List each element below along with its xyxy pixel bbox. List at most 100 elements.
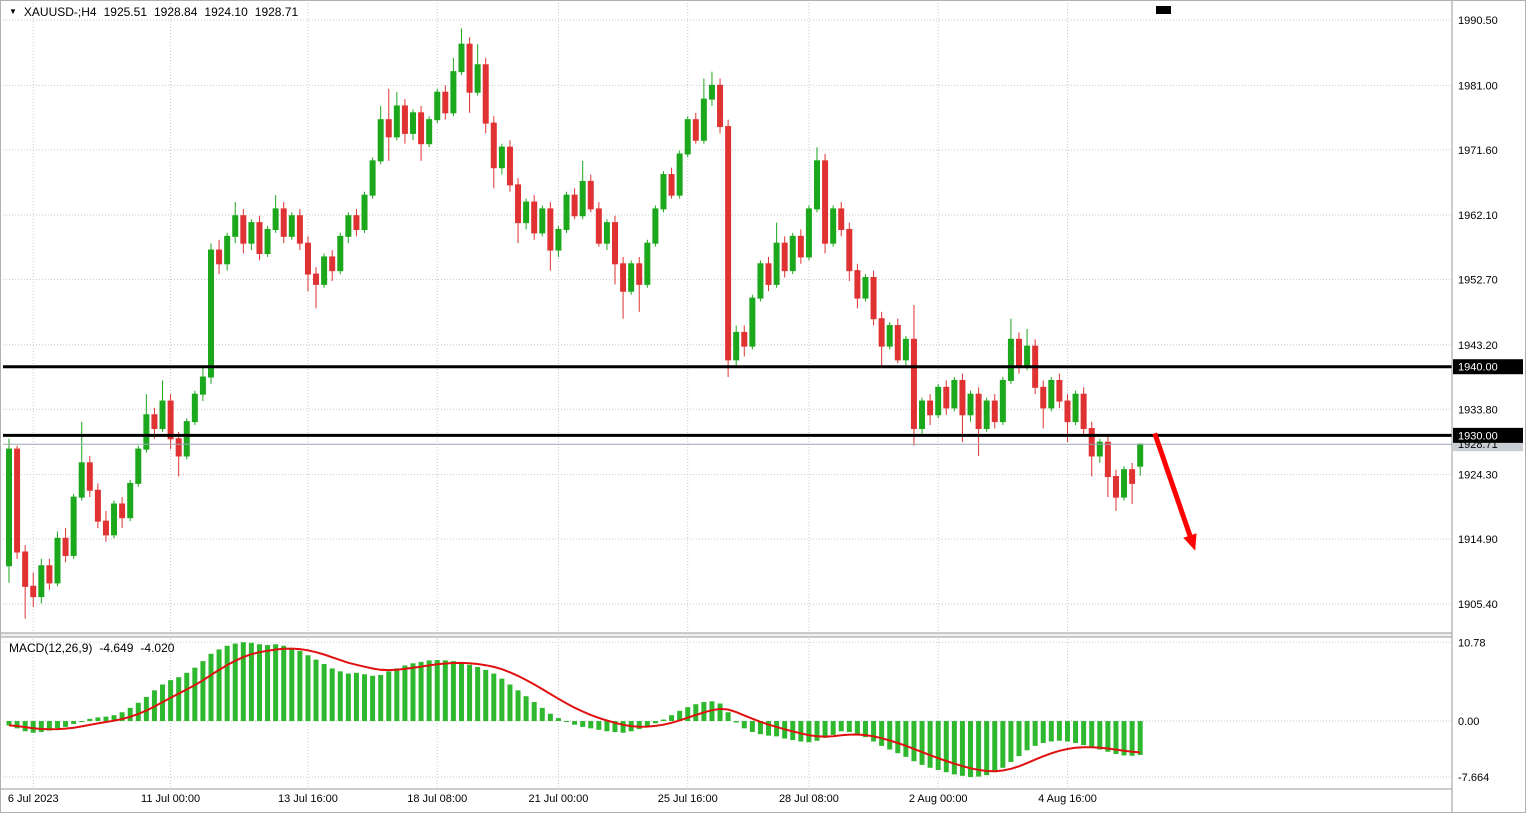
macd-histogram-bar — [652, 721, 658, 724]
macd-histogram-bar — [483, 669, 489, 722]
price-axis-label[interactable]: 1981.00 — [1458, 80, 1498, 92]
macd-histogram-bar — [386, 671, 392, 722]
macd-histogram-bar — [717, 703, 723, 722]
macd-axis-label[interactable]: 10.78 — [1458, 637, 1486, 649]
date-axis-label[interactable]: 11 Jul 00:00 — [141, 793, 200, 805]
macd-histogram-bar — [410, 663, 416, 722]
macd-histogram-bar — [895, 721, 901, 754]
date-axis-label[interactable]: 25 Jul 16:00 — [658, 793, 718, 805]
date-axis-label[interactable]: 2 Aug 00:00 — [909, 793, 968, 805]
candle-bullish — [199, 376, 206, 395]
candle-bullish — [773, 242, 780, 285]
macd-histogram-bar — [669, 715, 675, 722]
candle-bearish — [313, 273, 320, 285]
candle-bearish — [22, 551, 29, 587]
macd-histogram-bar — [321, 664, 327, 722]
price-axis-label[interactable]: 1914.90 — [1458, 534, 1498, 546]
candle-bullish — [814, 160, 820, 210]
candle-bullish — [321, 256, 328, 285]
macd-histogram-bar — [208, 653, 214, 722]
candle-bearish — [482, 64, 489, 124]
candle-bearish — [30, 585, 37, 598]
macd-histogram-bar — [531, 702, 537, 722]
macd-histogram-bar — [143, 696, 149, 722]
date-axis-label[interactable]: 6 Jul 2023 — [8, 793, 59, 805]
candle-bearish — [612, 222, 618, 265]
candle-bearish — [62, 537, 69, 556]
candle-bullish — [474, 64, 481, 93]
candle-bullish — [6, 448, 12, 567]
macd-histogram-bar — [685, 707, 691, 722]
price-axis-label[interactable]: 1905.40 — [1458, 599, 1498, 611]
macd-axis-label[interactable]: 0.00 — [1458, 716, 1479, 728]
candle-bullish — [805, 208, 812, 258]
macd-histogram-bar — [30, 721, 36, 733]
candle-bullish — [628, 263, 635, 292]
candle-bearish — [329, 256, 336, 272]
macd-histogram-bar — [6, 721, 12, 726]
candle-bullish — [191, 393, 198, 423]
price-axis-label[interactable]: 1952.70 — [1458, 275, 1498, 287]
candle-bullish — [498, 146, 505, 169]
price-axis-label[interactable]: 1933.80 — [1458, 404, 1498, 416]
date-axis-label[interactable]: 13 Jul 16:00 — [278, 793, 338, 805]
macd-histogram-bar — [256, 644, 262, 722]
macd-histogram-bar — [774, 721, 780, 737]
macd-histogram-bar — [854, 721, 860, 735]
macd-value: -4.649 — [99, 641, 134, 655]
candle-bearish — [385, 119, 392, 138]
candle-bullish — [450, 71, 457, 114]
price-axis-label[interactable]: 1971.60 — [1458, 145, 1498, 157]
macd-histogram-bar — [442, 660, 448, 722]
candle-bearish — [418, 112, 425, 145]
candle-bearish — [1104, 441, 1111, 478]
candle-bearish — [1080, 393, 1087, 429]
macd-histogram-bar — [951, 721, 957, 775]
macd-histogram-bar — [95, 717, 101, 722]
macd-histogram-bar — [378, 675, 384, 722]
candle-bullish — [983, 400, 990, 429]
chart-shift-marker[interactable] — [1156, 6, 1171, 14]
macd-histogram-bar — [1089, 721, 1095, 748]
macd-histogram-bar — [976, 721, 982, 777]
macd-histogram-bar — [467, 664, 473, 722]
candle-bearish — [547, 208, 554, 251]
candle-bullish — [999, 379, 1006, 423]
candle-bullish — [1048, 379, 1055, 409]
macd-histogram-bar — [830, 721, 836, 735]
price-axis-label[interactable]: 1962.10 — [1458, 210, 1498, 222]
macd-signal-line — [8, 647, 1141, 773]
macd-histogram-bar — [450, 661, 456, 722]
candle-bearish — [636, 263, 643, 285]
macd-histogram-bar — [87, 718, 93, 722]
candle-bearish — [838, 208, 845, 230]
macd-axis-label[interactable]: -7.664 — [1458, 772, 1489, 784]
candle-bullish — [288, 215, 295, 237]
date-axis-label[interactable]: 21 Jul 00:00 — [528, 793, 588, 805]
price-axis-label[interactable]: 1924.30 — [1458, 469, 1498, 481]
candle-bearish — [216, 249, 223, 265]
date-axis-label[interactable]: 4 Aug 16:00 — [1038, 793, 1097, 805]
downtrend-arrow[interactable] — [1152, 432, 1193, 537]
date-axis-label[interactable]: 28 Jul 08:00 — [779, 793, 839, 805]
price-axis-label[interactable]: 1990.50 — [1458, 15, 1498, 27]
macd-histogram-bar — [71, 721, 77, 724]
candle-bullish — [684, 119, 691, 155]
price-axis-label[interactable]: 1943.20 — [1458, 340, 1498, 352]
candle-bullish — [660, 174, 667, 210]
candle-bullish — [757, 263, 764, 299]
macd-histogram-bar — [426, 660, 432, 722]
macd-histogram-bar — [741, 721, 747, 729]
date-axis-label[interactable]: 18 Jul 08:00 — [407, 793, 467, 805]
candle-bearish — [1088, 427, 1095, 457]
downtrend-arrow-head[interactable] — [1183, 533, 1197, 551]
candle-bearish — [119, 503, 126, 519]
candle-bearish — [1112, 476, 1119, 498]
macd-histogram-bar — [289, 647, 295, 722]
macd-histogram-bar — [337, 671, 343, 722]
candle-bearish — [86, 462, 93, 491]
macd-histogram-bar — [693, 704, 699, 722]
candle-bearish — [531, 201, 538, 234]
